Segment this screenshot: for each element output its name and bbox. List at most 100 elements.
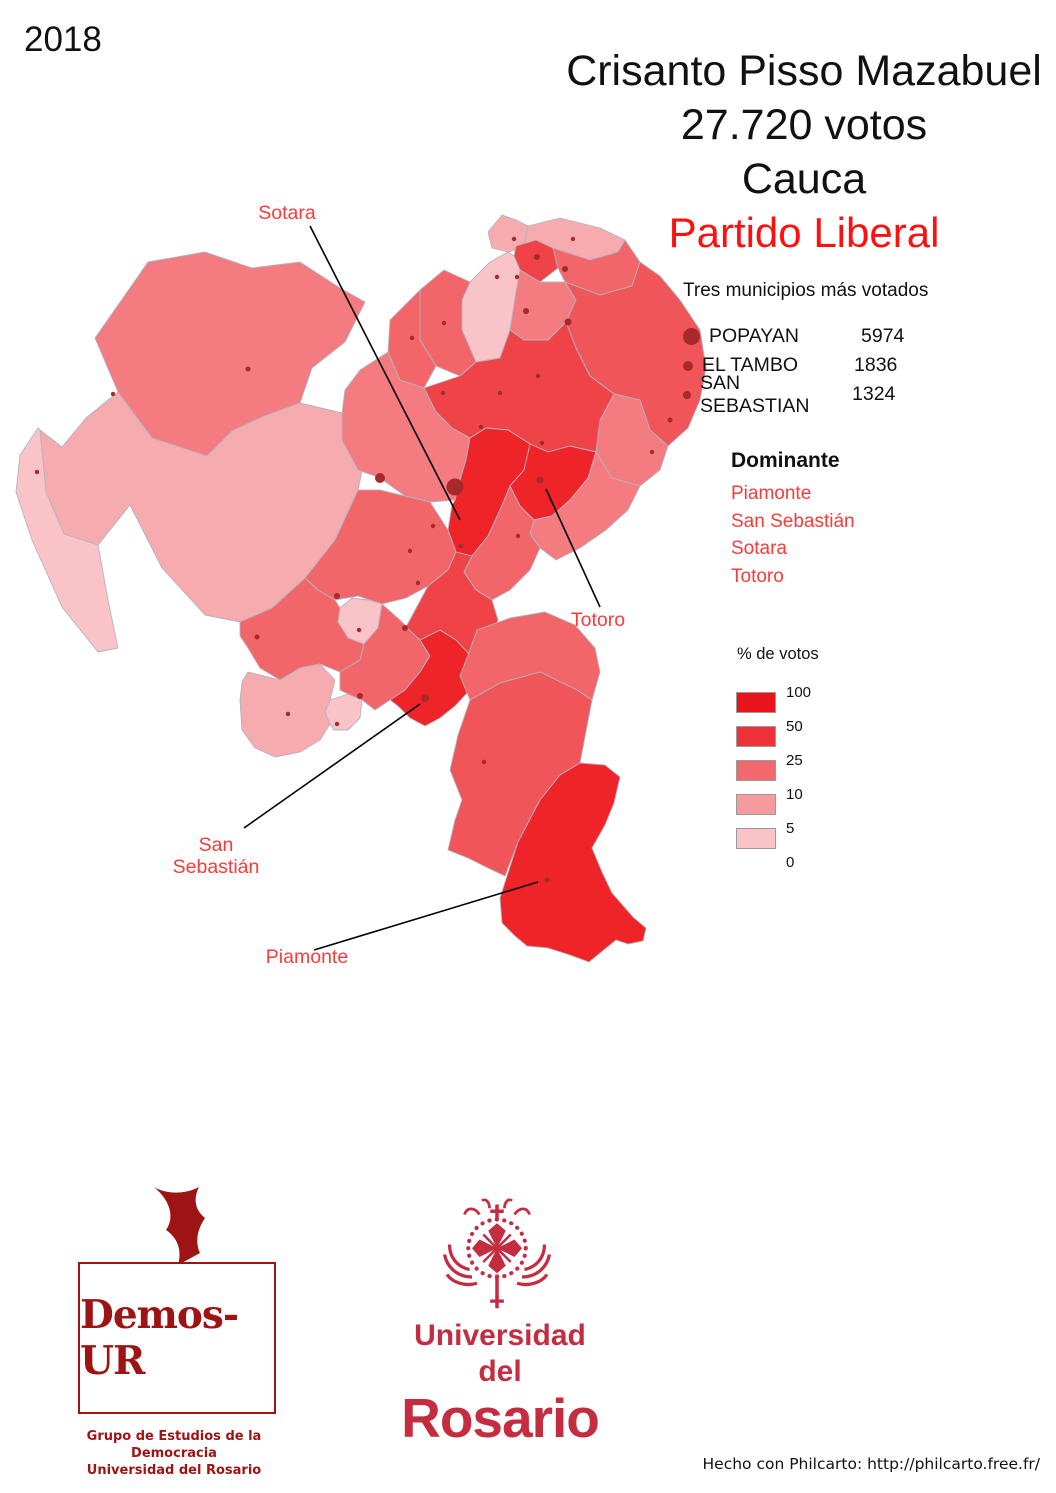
municipality-dot	[285, 711, 291, 717]
municipality-dot	[430, 523, 436, 529]
municipality-dot	[511, 236, 517, 242]
top-municipalities-legend: Tres municipios más votados POPAYAN 5974 E…	[683, 280, 933, 417]
map-region	[324, 693, 363, 731]
municipality-dot	[544, 877, 550, 883]
municipality-dot-icon	[683, 390, 691, 399]
municipality-row: SAN SEBASTIAN 1324	[683, 372, 933, 417]
demos-ur-caption-line2: Universidad del Rosario	[86, 1463, 262, 1478]
municipality-dot	[441, 320, 447, 326]
universidad-rosario-wordmark: Universidad del Rosario	[395, 1318, 605, 1446]
map-region	[499, 762, 647, 963]
scale-swatch	[736, 726, 776, 747]
top-municipalities-heading: Tres municipios más votados	[683, 280, 929, 301]
map-label: Sebastián	[173, 856, 260, 878]
rosario-text: Rosario	[401, 1387, 600, 1449]
municipality-votes: 1324	[852, 383, 896, 405]
municipality-dot	[334, 593, 340, 599]
municipality-name: SAN SEBASTIAN	[700, 371, 810, 417]
dominante-item: Piamonte	[731, 483, 812, 504]
municipality-dot	[421, 694, 429, 702]
municipality-dot	[535, 373, 541, 379]
label-leader-line	[313, 881, 539, 951]
scale-label: 100	[786, 684, 812, 701]
municipality-dot	[407, 548, 413, 554]
municipality-dot	[515, 533, 521, 539]
demos-ur-logo: Demos-UR	[78, 1262, 276, 1414]
municipality-name: EL TAMBO	[702, 354, 799, 376]
demos-ur-logo-text: Demos-UR	[80, 1292, 239, 1384]
municipality-dot	[570, 236, 576, 242]
municipality-dot-icon	[683, 360, 693, 371]
municipality-dot	[564, 318, 572, 326]
municipality-dot	[415, 580, 421, 586]
municipality-dot	[402, 625, 408, 631]
municipality-votes: 5974	[861, 325, 905, 347]
municipality-dot	[245, 366, 251, 372]
year-label: 2018	[24, 20, 102, 59]
map-label: San	[199, 834, 234, 856]
scale-label: 50	[786, 718, 803, 735]
municipality-dot	[534, 254, 540, 260]
demos-ur-ribbon-icon	[154, 1187, 205, 1265]
dominante-item: Totoro	[731, 565, 784, 587]
map-region	[529, 451, 641, 561]
municipality-dot-icon	[683, 328, 700, 345]
map-region	[447, 671, 593, 877]
municipality-row: EL TAMBO 1836	[683, 351, 933, 380]
municipality-dot	[523, 308, 529, 314]
universidad-del-text: Universidad del	[414, 1319, 586, 1388]
map-label: Sotara	[258, 202, 316, 224]
scale-swatch	[736, 828, 776, 849]
dominante-heading: Dominante	[731, 449, 840, 472]
municipality-dot	[110, 391, 116, 397]
map-label: Piamonte	[266, 946, 348, 968]
demos-ur-caption-line1: Grupo de Estudios de la Democracia	[86, 1429, 262, 1461]
scale-legend-heading: % de votos	[737, 645, 819, 663]
dominante-item: San Sebastián	[731, 510, 855, 532]
municipality-name: POPAYAN	[709, 325, 799, 347]
municipality-dot	[446, 478, 464, 496]
map-region	[15, 427, 119, 653]
municipality-dot	[536, 476, 544, 484]
municipality-dot	[357, 693, 363, 699]
map-label: Totoro	[571, 609, 625, 631]
map-region	[239, 663, 336, 758]
dominante-item: Sotara	[731, 538, 787, 559]
municipality-dot	[539, 440, 545, 446]
municipality-row: POPAYAN 5974	[683, 322, 933, 351]
scale-label: 0	[786, 854, 795, 871]
philcarto-credit: Hecho con Philcarto: http://philcarto.fr…	[702, 1455, 1041, 1473]
municipality-dot	[409, 335, 415, 341]
scale-label: 5	[786, 820, 795, 837]
municipality-dot	[334, 721, 340, 727]
votes-total: 27.720 votos	[680, 101, 928, 149]
municipality-dot	[478, 424, 484, 430]
municipality-dot	[514, 274, 520, 280]
universidad-rosario-crest-icon	[442, 1198, 552, 1309]
label-leader-line	[309, 225, 461, 521]
label-leader-line	[545, 488, 601, 608]
dominante-legend: Dominante Piamonte San Sebastián Sotara Tot…	[731, 449, 855, 590]
label-leader-line	[243, 703, 421, 829]
municipality-dot	[440, 390, 446, 396]
scale-label: 25	[786, 752, 803, 769]
title-block: Crisanto Pisso Mazabuel 27.720 votos Cau…	[560, 44, 1048, 260]
scale-swatch	[736, 760, 776, 781]
municipality-dot	[649, 449, 655, 455]
scale-label: 10	[786, 786, 803, 803]
municipality-dot	[497, 390, 503, 396]
municipality-votes: 1836	[854, 354, 898, 376]
municipality-dot	[667, 417, 673, 423]
municipality-dot	[481, 759, 487, 765]
scale-swatch	[736, 794, 776, 815]
top-municipalities-rows: POPAYAN 5974 EL TAMBO 1836 SAN SEBASTIAN 1324	[683, 322, 933, 417]
party-name: Partido Liberal	[668, 209, 940, 256]
department-name: Cauca	[741, 155, 867, 203]
municipality-dot	[34, 469, 40, 475]
demos-ur-caption: Grupo de Estudios de la Democracia Unive…	[48, 1428, 300, 1479]
municipality-dot	[458, 543, 464, 549]
dominante-items: Piamonte San Sebastián Sotara Totoro	[731, 480, 855, 590]
municipality-dot	[375, 473, 385, 483]
candidate-name: Crisanto Pisso Mazabuel	[566, 47, 1042, 95]
